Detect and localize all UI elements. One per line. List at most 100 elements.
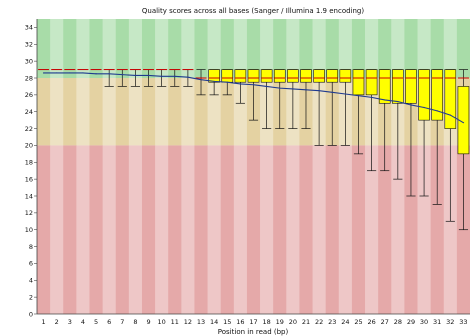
x-tick-label-3: 3 xyxy=(68,318,72,326)
zone-2-stripe-19 xyxy=(273,145,287,314)
mean-point-27 xyxy=(384,99,386,101)
mean-point-15 xyxy=(226,81,228,83)
mean-point-26 xyxy=(370,96,373,98)
zone-1-stripe-10 xyxy=(155,78,169,146)
zone-2-stripe-2 xyxy=(50,145,64,314)
zone-0-stripe-29 xyxy=(404,19,418,78)
y-tick-label-22: 22 xyxy=(25,125,33,133)
zone-1-stripe-8 xyxy=(128,78,143,146)
y-tick-label-6: 6 xyxy=(29,260,33,268)
x-tick-label-4: 4 xyxy=(81,318,85,326)
zone-2-stripe-25 xyxy=(351,145,366,314)
mean-point-18 xyxy=(266,85,268,88)
x-tick-label-6: 6 xyxy=(107,318,111,326)
mean-point-21 xyxy=(305,89,307,91)
mean-point-28 xyxy=(397,101,399,103)
box-25 xyxy=(352,69,365,96)
y-tick-label-4: 4 xyxy=(29,277,33,285)
y-tick-label-30: 30 xyxy=(25,57,33,65)
zone-0-stripe-26 xyxy=(365,19,379,78)
zone-2-stripe-23 xyxy=(325,145,340,314)
mean-point-31 xyxy=(436,110,438,112)
zone-2-stripe-3 xyxy=(63,145,77,314)
x-tick-label-26: 26 xyxy=(367,318,375,326)
zone-2-stripe-5 xyxy=(89,145,104,314)
x-tick-label-32: 32 xyxy=(446,318,454,326)
mean-point-19 xyxy=(279,87,281,89)
box-27 xyxy=(378,69,391,104)
chart-title: Quality scores across all bases (Sanger … xyxy=(142,7,364,15)
y-tick-label-12: 12 xyxy=(25,209,33,217)
x-tick-label-29: 29 xyxy=(407,318,415,326)
zone-0-stripe-31 xyxy=(430,19,445,78)
zone-2-stripe-9 xyxy=(141,145,156,314)
box-28 xyxy=(392,69,404,104)
zone-2-stripe-24 xyxy=(338,145,353,314)
x-tick-label-13: 13 xyxy=(197,318,205,326)
x-tick-label-27: 27 xyxy=(381,318,389,326)
zone-0-stripe-24 xyxy=(338,19,353,78)
y-tick-label-20: 20 xyxy=(25,142,33,150)
box-30 xyxy=(418,69,430,121)
mean-point-13 xyxy=(200,79,202,81)
x-tick-label-19: 19 xyxy=(276,318,284,326)
box-29 xyxy=(405,69,417,104)
zone-1-stripe-9 xyxy=(141,78,156,146)
zone-0-stripe-18 xyxy=(260,19,274,78)
x-tick-label-23: 23 xyxy=(328,318,336,326)
mean-point-3 xyxy=(69,72,71,74)
x-tick-label-11: 11 xyxy=(171,318,179,326)
x-tick-label-10: 10 xyxy=(158,318,166,326)
x-tick-label-18: 18 xyxy=(262,318,270,326)
zone-2-stripe-7 xyxy=(115,145,130,314)
x-tick-label-2: 2 xyxy=(55,318,59,326)
zone-2-stripe-30 xyxy=(417,145,432,314)
zone-1-stripe-11 xyxy=(168,78,182,146)
x-tick-label-15: 15 xyxy=(223,318,231,326)
x-tick-label-31: 31 xyxy=(433,318,441,326)
zone-0-stripe-1 xyxy=(37,19,51,78)
zone-0-stripe-13 xyxy=(194,19,208,78)
mean-point-7 xyxy=(121,74,123,76)
mean-point-1 xyxy=(42,72,45,74)
y-tick-label-18: 18 xyxy=(25,159,33,167)
zone-0-stripe-11 xyxy=(168,19,182,78)
x-tick-label-12: 12 xyxy=(184,318,192,326)
zone-0-stripe-7 xyxy=(115,19,130,78)
zone-1-stripe-5 xyxy=(89,78,104,146)
y-tick-label-10: 10 xyxy=(25,226,33,234)
zone-1-stripe-3 xyxy=(63,78,77,146)
y-tick-label-2: 2 xyxy=(29,293,33,301)
zone-0-stripe-15 xyxy=(220,19,235,78)
zone-1-stripe-6 xyxy=(102,78,117,146)
zone-0-stripe-30 xyxy=(417,19,432,78)
zone-1-stripe-1 xyxy=(37,78,51,146)
zone-2-stripe-4 xyxy=(76,145,90,314)
zone-0-stripe-27 xyxy=(378,19,392,78)
zone-0-stripe-28 xyxy=(391,19,405,78)
y-tick-label-28: 28 xyxy=(25,74,33,82)
zone-0-stripe-25 xyxy=(351,19,366,78)
box-24 xyxy=(339,69,352,83)
zone-2-stripe-20 xyxy=(286,145,300,314)
mean-point-6 xyxy=(108,73,110,75)
zone-2-stripe-15 xyxy=(220,145,235,314)
y-tick-label-34: 34 xyxy=(25,24,33,32)
zone-1-stripe-2 xyxy=(50,78,64,146)
zone-2-stripe-18 xyxy=(260,145,274,314)
box-19 xyxy=(273,69,286,83)
mean-point-17 xyxy=(252,84,255,86)
zone-0-stripe-21 xyxy=(299,19,313,78)
zone-2-stripe-22 xyxy=(312,145,327,314)
zone-2-stripe-13 xyxy=(194,145,208,314)
zone-0-stripe-20 xyxy=(286,19,300,78)
y-tick-label-8: 8 xyxy=(29,243,33,251)
mean-point-10 xyxy=(161,75,163,77)
zone-0-stripe-33 xyxy=(456,19,470,78)
zone-2-stripe-27 xyxy=(378,145,392,314)
x-tick-label-1: 1 xyxy=(41,318,45,326)
zone-2-stripe-12 xyxy=(181,145,195,314)
mean-point-11 xyxy=(174,75,176,77)
x-axis-label: Position in read (bp) xyxy=(218,328,289,336)
